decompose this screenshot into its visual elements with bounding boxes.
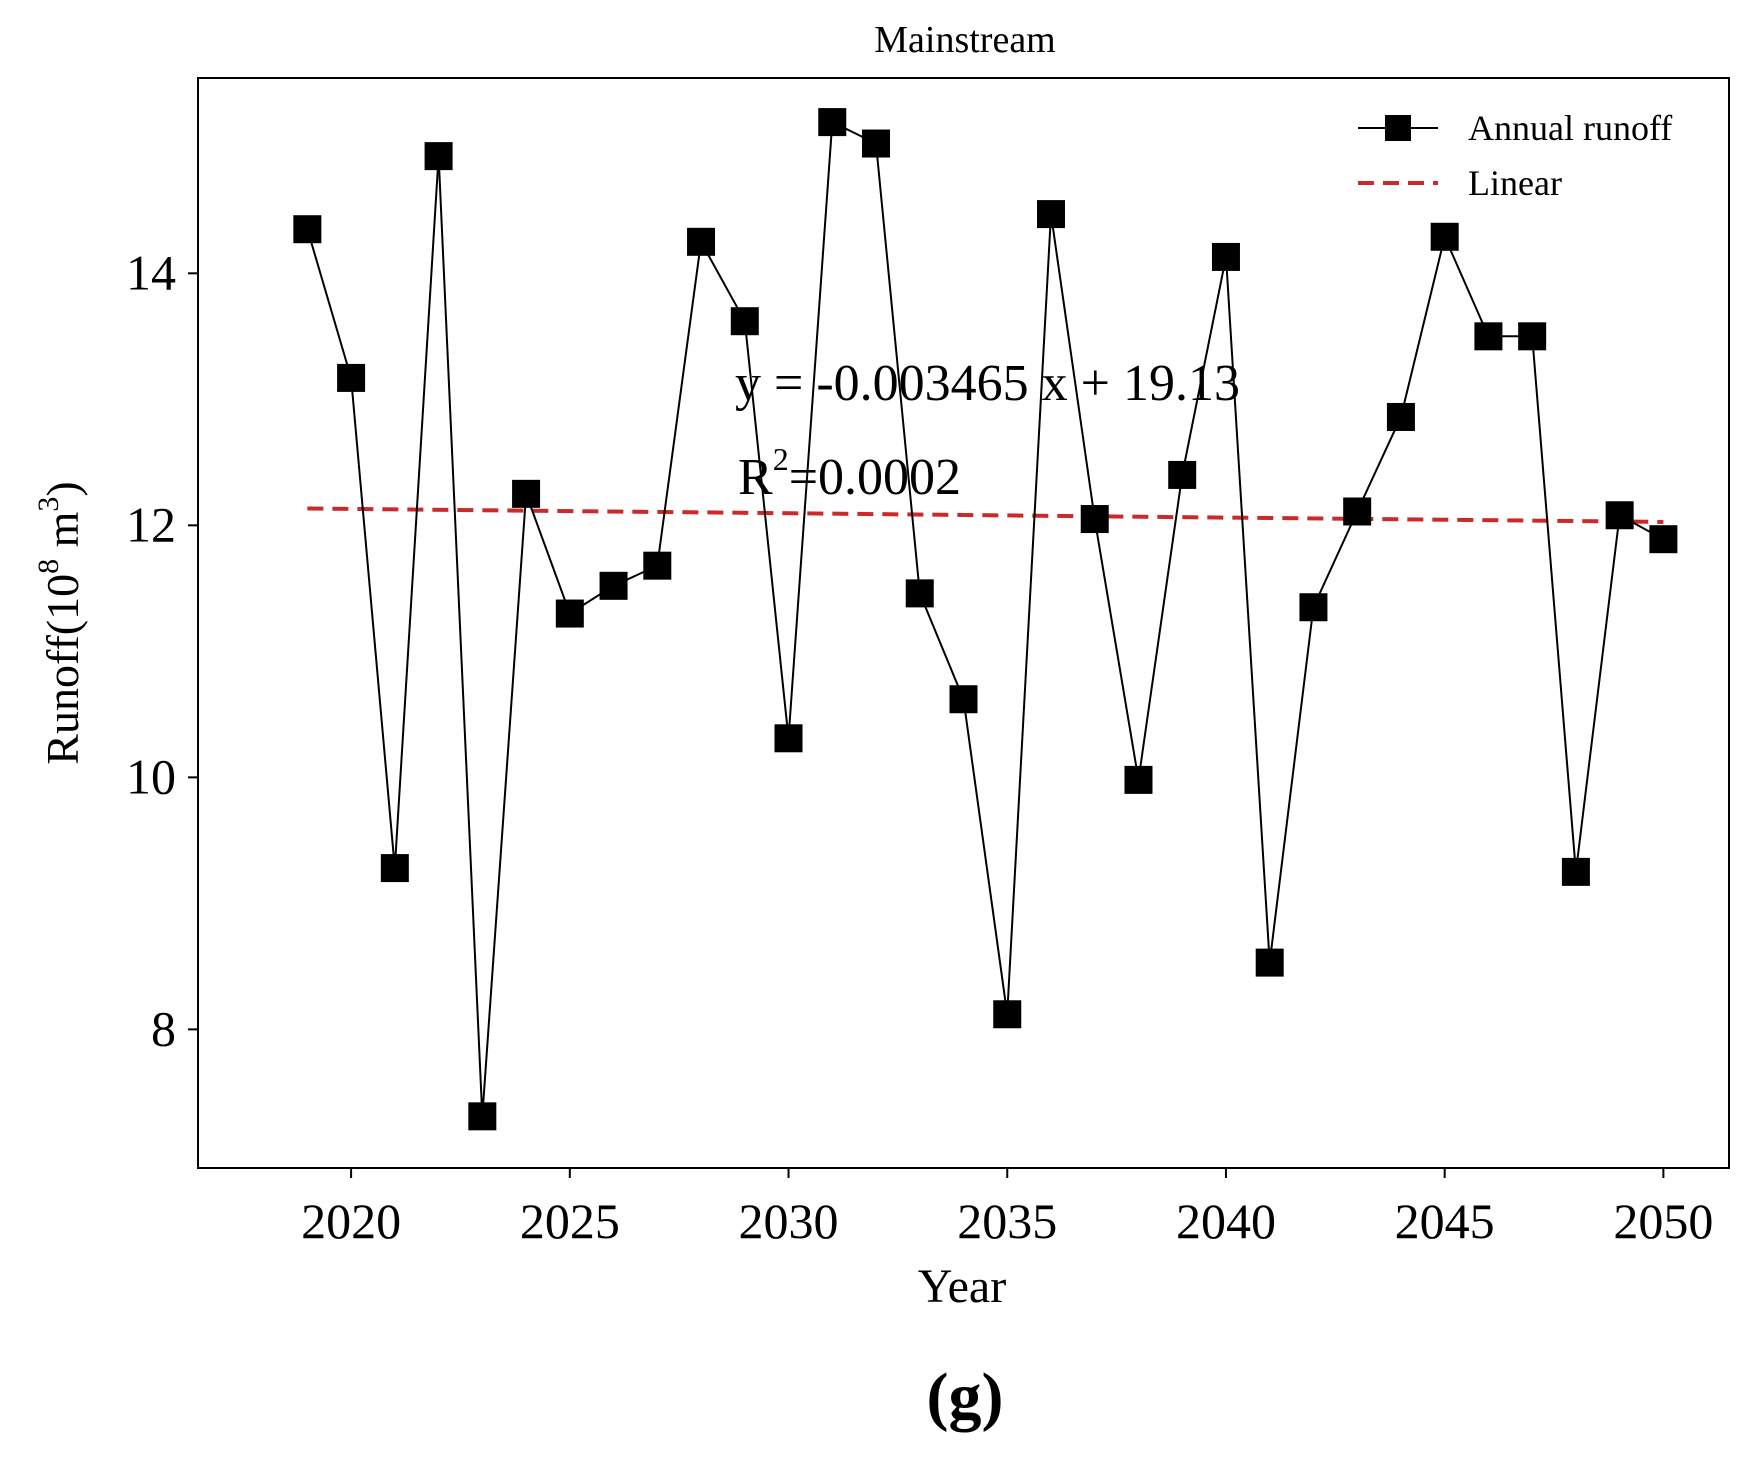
y-tick-label: 10 bbox=[126, 748, 176, 804]
legend-label-annual-runoff: Annual runoff bbox=[1468, 108, 1672, 148]
runoff-point bbox=[1561, 857, 1590, 886]
x-tick-label: 2035 bbox=[957, 1193, 1057, 1249]
linear-trend-layer bbox=[307, 506, 1664, 524]
runoff-line bbox=[306, 120, 1664, 1117]
runoff-point bbox=[643, 551, 672, 580]
x-tick-label: 2050 bbox=[1613, 1193, 1713, 1249]
x-tick-label: 2040 bbox=[1176, 1193, 1276, 1249]
runoff-point bbox=[468, 1102, 497, 1131]
runoff-series-layer bbox=[293, 108, 1678, 1131]
runoff-point bbox=[862, 129, 891, 158]
runoff-point bbox=[1518, 322, 1547, 351]
runoff-point bbox=[1211, 242, 1240, 271]
x-axis: 2020 2025 2030 2035 2040 2045 2050 bbox=[301, 1168, 1713, 1249]
x-axis-label: Year bbox=[918, 1260, 1006, 1313]
y-axis-label: Runoff(108 m3) bbox=[32, 481, 88, 764]
x-tick-label: 2045 bbox=[1395, 1193, 1495, 1249]
runoff-point bbox=[599, 571, 628, 600]
runoff-point bbox=[1386, 402, 1415, 431]
annotation-equation: y = -0.003465 x + 19.13 bbox=[735, 355, 1240, 412]
runoff-point bbox=[512, 479, 541, 508]
y-axis: 8 10 12 14 bbox=[126, 244, 198, 1056]
runoff-point bbox=[774, 724, 803, 753]
chart-title: Mainstream bbox=[874, 19, 1056, 61]
y-tick-label: 8 bbox=[151, 1000, 176, 1056]
runoff-point bbox=[1299, 593, 1328, 622]
runoff-point bbox=[1080, 505, 1109, 534]
runoff-point bbox=[1474, 322, 1503, 351]
runoff-point bbox=[1036, 200, 1065, 229]
x-tick-label: 2020 bbox=[301, 1193, 401, 1249]
runoff-point bbox=[905, 579, 934, 608]
runoff-point bbox=[730, 307, 759, 336]
annotation-r2: R2=0.0002 bbox=[738, 441, 961, 506]
x-tick-label: 2030 bbox=[739, 1193, 839, 1249]
plot-frame bbox=[197, 77, 1730, 1169]
runoff-point bbox=[555, 599, 584, 628]
panel-label: (g) bbox=[927, 1360, 1004, 1433]
runoff-point bbox=[687, 227, 716, 256]
linear-trend-line bbox=[307, 506, 1664, 524]
legend: Annual runoff Linear bbox=[1358, 108, 1672, 203]
runoff-point bbox=[337, 363, 366, 392]
legend-runoff-marker bbox=[1385, 115, 1411, 141]
runoff-point bbox=[1649, 525, 1678, 554]
runoff-point bbox=[1605, 501, 1634, 530]
x-tick-label: 2025 bbox=[520, 1193, 620, 1249]
y-tick-label: 12 bbox=[126, 496, 176, 552]
runoff-point bbox=[1168, 460, 1197, 489]
runoff-point bbox=[949, 685, 978, 714]
runoff-point bbox=[993, 1000, 1022, 1029]
runoff-point bbox=[293, 215, 322, 244]
runoff-point bbox=[818, 108, 847, 137]
runoff-point bbox=[380, 854, 409, 883]
runoff-point bbox=[1430, 222, 1459, 251]
y-tick-label: 14 bbox=[126, 244, 176, 300]
runoff-point bbox=[1255, 948, 1284, 977]
runoff-point bbox=[424, 142, 453, 171]
legend-label-linear: Linear bbox=[1468, 163, 1562, 203]
runoff-point bbox=[1124, 765, 1153, 794]
runoff-point bbox=[1343, 497, 1372, 526]
